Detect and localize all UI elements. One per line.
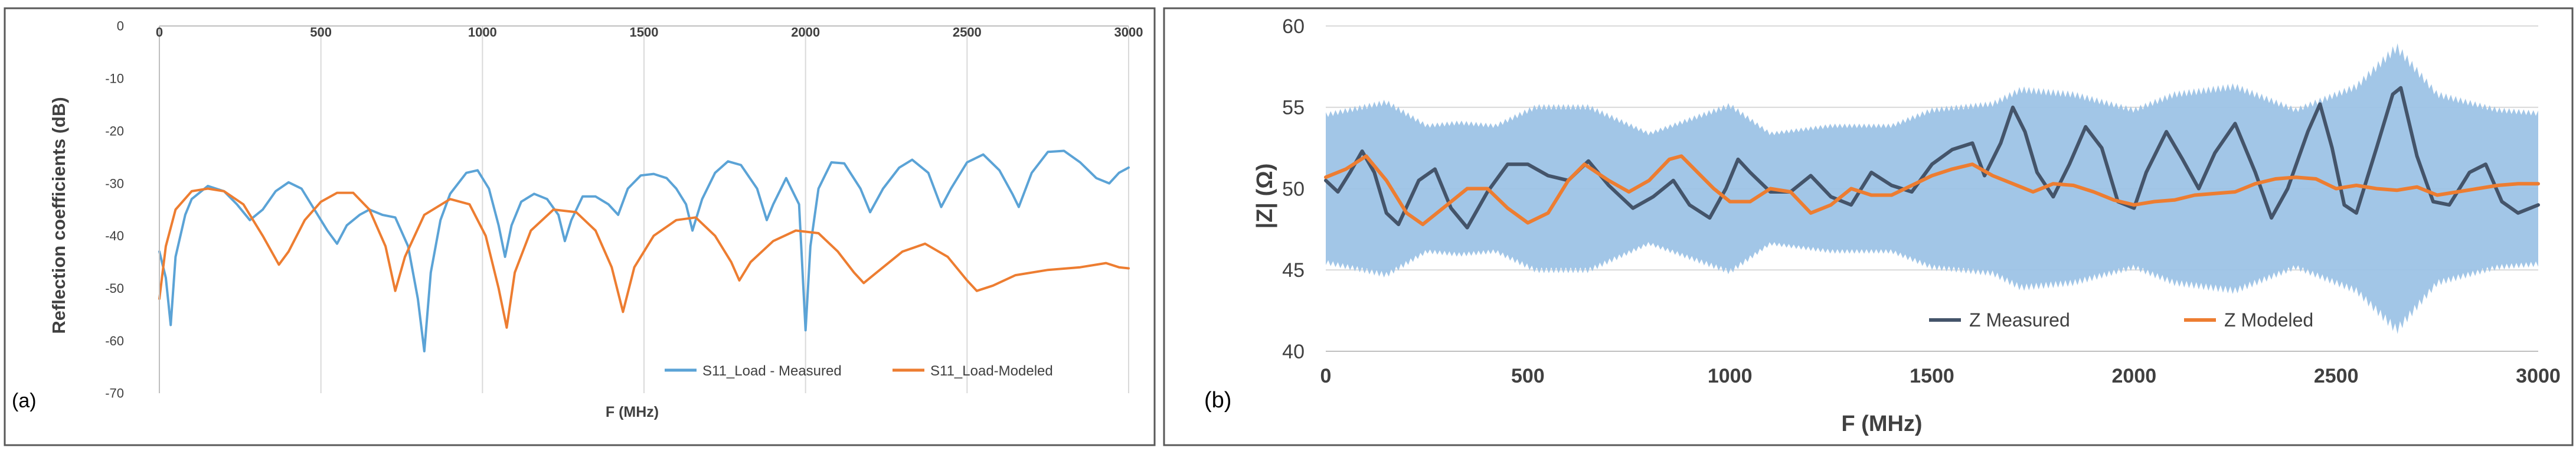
panel-a-axes xyxy=(159,25,1129,393)
y-tick-label--70: -70 xyxy=(105,386,124,401)
x-tick-label-1000: 1000 xyxy=(1708,365,1753,387)
x-tick-label-0: 0 xyxy=(156,25,163,40)
panel-a-series xyxy=(158,149,1130,352)
y-tick-label--40: -40 xyxy=(105,228,124,243)
panel-b-label: (b) xyxy=(1204,388,1231,413)
x-tick-label-500: 500 xyxy=(310,25,332,40)
panel-b-x-tick-labels: 0 500 1000 1500 2000 2500 3000 xyxy=(1320,365,2561,387)
y-tick-label--30: -30 xyxy=(105,176,124,191)
panel-a-legend: S11_Load - Measured S11_Load-Modeled xyxy=(665,363,1053,379)
series-line-s11-load-modeled xyxy=(158,187,1130,329)
z-measured-band xyxy=(1326,43,2538,334)
x-tick-label-2500: 2500 xyxy=(953,25,982,40)
panel-a-label: (a) xyxy=(12,390,37,412)
x-tick-label-3000: 3000 xyxy=(2516,365,2561,387)
x-tick-label-2000: 2000 xyxy=(2112,365,2157,387)
y-tick-label--10: -10 xyxy=(105,71,124,86)
panel-a-y-axis-label: Reflection coefficients (dB) xyxy=(48,97,69,334)
x-tick-label-1500: 1500 xyxy=(1910,365,1954,387)
panel-a-x-axis-label: F (MHz) xyxy=(606,404,659,420)
x-tick-label-2000: 2000 xyxy=(791,25,820,40)
panel-b-x-axis-label: F (MHz) xyxy=(1841,411,1922,436)
panel-b: 0 500 1000 1500 2000 2500 3000 40 45 50 55 60 F (M… xyxy=(1163,7,2574,446)
x-tick-label-500: 500 xyxy=(1511,365,1545,387)
x-tick-label-2500: 2500 xyxy=(2314,365,2359,387)
y-tick-label--20: -20 xyxy=(105,123,124,138)
y-tick-label--50: -50 xyxy=(105,281,124,296)
panel-a: 0 500 1000 1500 2000 2500 3000 0 -10 -20 -30 -40 -5… xyxy=(4,7,1156,446)
panel-a-y-tick-labels: 0 -10 -20 -30 -40 -50 -60 -70 xyxy=(105,19,124,401)
y-tick-label-45: 45 xyxy=(1282,259,1305,282)
panel-a-x-tick-labels: 0 500 1000 1500 2000 2500 3000 xyxy=(156,25,1143,40)
y-tick-label--60: -60 xyxy=(105,334,124,348)
y-tick-label-0: 0 xyxy=(117,19,124,34)
panel-a-frame xyxy=(4,7,1156,446)
panel-b-series xyxy=(1324,86,2540,230)
x-tick-label-0: 0 xyxy=(1320,365,1332,387)
series-line-z-modeled xyxy=(1324,154,2540,227)
legend-label-s11-measured: S11_Load - Measured xyxy=(702,363,842,379)
x-tick-label-1000: 1000 xyxy=(468,25,497,40)
panel-b-y-tick-labels: 40 45 50 55 60 xyxy=(1282,15,1305,363)
panel-b-band xyxy=(1326,43,2538,334)
legend-label-s11-modeled: S11_Load-Modeled xyxy=(930,363,1053,379)
legend-label-z-measured: Z Measured xyxy=(1969,309,2070,331)
panel-b-legend: Z Measured Z Modeled xyxy=(1929,309,2313,331)
x-tick-label-1500: 1500 xyxy=(630,25,659,40)
series-line-z-measured xyxy=(1324,86,2540,230)
legend-label-z-modeled: Z Modeled xyxy=(2224,309,2313,331)
y-tick-label-50: 50 xyxy=(1282,178,1305,200)
panel-b-y-axis-label: |Z| (Ω) xyxy=(1253,164,1277,229)
y-tick-label-55: 55 xyxy=(1282,97,1305,119)
y-tick-label-60: 60 xyxy=(1282,15,1305,38)
y-tick-label-40: 40 xyxy=(1282,341,1305,363)
series-line-s11-load-measured xyxy=(158,149,1130,352)
x-tick-label-3000: 3000 xyxy=(1114,25,1143,40)
